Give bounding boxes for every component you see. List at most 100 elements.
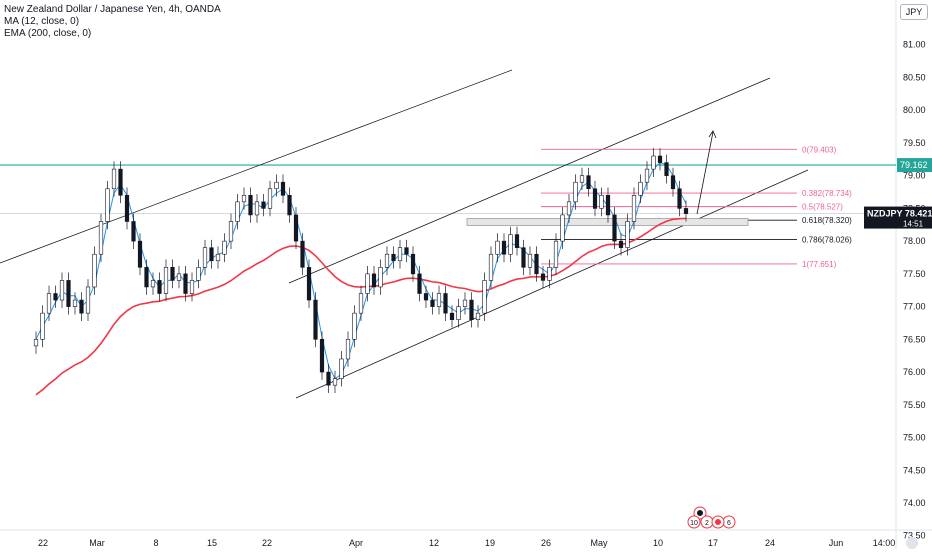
candle-body (241, 195, 247, 203)
candle-body (547, 267, 552, 281)
price-tick-label: 75.00 (903, 433, 926, 443)
candle-body (573, 181, 578, 203)
candle-body (332, 378, 338, 386)
price-tick-label: 76.50 (903, 334, 926, 344)
price-tick-label: 77.50 (903, 269, 926, 279)
fib-level-label: 0(79.403) (802, 145, 837, 154)
candle-body (59, 280, 65, 301)
candle-body (293, 214, 299, 242)
candle-body (131, 221, 136, 242)
candle-body (326, 371, 331, 386)
candle-body (267, 188, 273, 209)
candle-body (53, 293, 58, 301)
candle-body (599, 195, 604, 209)
candle-body (261, 201, 266, 209)
candle-body (150, 280, 156, 288)
candle-body (508, 234, 513, 255)
candle-body (527, 253, 533, 268)
candle-body (124, 195, 130, 222)
candle-body (72, 299, 78, 307)
candle-body (683, 208, 689, 214)
candle-body (631, 195, 637, 222)
time-tick-label: 17 (708, 538, 718, 548)
candle-body (664, 162, 669, 176)
candle-body (365, 273, 370, 294)
horizontal-level-value: 79.162 (900, 160, 928, 170)
candle-body (313, 299, 318, 340)
candle-body (215, 253, 221, 262)
price-tick-label: 78.00 (903, 236, 926, 246)
price-tick-label: 80.50 (903, 72, 926, 82)
candle-body (482, 280, 487, 314)
legend-title: New Zealand Dollar / Japanese Yen, 4h, O… (4, 4, 221, 15)
candle-body (111, 168, 117, 190)
legend-ema: EMA (200, close, 0) (4, 28, 92, 39)
candle-body (651, 155, 656, 170)
candle-body (384, 253, 390, 268)
candle-body (469, 299, 474, 320)
event-badge-count: 2 (705, 520, 709, 527)
candle-body (196, 267, 201, 281)
candle-body (33, 339, 39, 347)
time-tick-label: 19 (485, 538, 495, 548)
tradingview-logo-icon (906, 537, 918, 549)
channel2-upper-line (288, 77, 771, 284)
candle-body (443, 293, 448, 314)
time-tick-label: Apr (349, 538, 363, 548)
time-tick-label: Jun (829, 538, 844, 548)
candle-body (170, 267, 175, 281)
candle-body (417, 273, 422, 294)
current-price-label: NZDJPY 78.421 (867, 209, 932, 219)
candle-body (137, 240, 143, 268)
candle-body (176, 273, 182, 281)
candle-body (592, 188, 598, 209)
currency-badge[interactable]: JPY (900, 4, 928, 20)
candle-body (566, 201, 572, 216)
candle-body (625, 221, 630, 248)
price-tick-label: 74.00 (903, 498, 926, 508)
event-badge-count: 6 (727, 520, 731, 527)
candle-body (410, 253, 416, 275)
price-tick-label: 73.50 (903, 531, 926, 541)
candle-body (85, 286, 91, 314)
fib-level-label: 1(77.651) (802, 260, 837, 269)
candle-body (540, 273, 546, 281)
candle-body (300, 240, 305, 268)
candle-body (248, 195, 253, 216)
fib-level-label: 0.5(78.527) (802, 203, 843, 212)
candle-body (488, 253, 494, 281)
candle-body (514, 234, 520, 248)
fib-level-label: 0.786(78.026) (802, 235, 852, 244)
candle-body (222, 240, 227, 255)
candle-body (521, 247, 526, 268)
candle-body (670, 175, 676, 190)
time-tick-label: 26 (541, 538, 551, 548)
candle-body (287, 195, 292, 216)
candle-body (371, 273, 377, 288)
candle-body (657, 155, 663, 163)
projection-line (696, 131, 714, 215)
candle-body (274, 181, 279, 190)
candle-body (501, 240, 507, 255)
candle-body (397, 247, 403, 262)
candle-body (449, 312, 455, 320)
candle-body (495, 240, 500, 255)
candle-body (40, 312, 45, 340)
channel2-lower-line (295, 169, 809, 399)
candle-body (98, 221, 104, 255)
candle-body (202, 247, 208, 268)
candle-body (105, 188, 110, 222)
candle-body (209, 247, 214, 262)
price-tick-label: 74.50 (903, 465, 926, 475)
legend-ma: MA (12, close, 0) (4, 16, 80, 27)
event-flag-icon-dot (697, 510, 703, 516)
candle-body (553, 240, 559, 268)
candle-body (319, 339, 325, 373)
candle-body (618, 240, 624, 248)
candle-body (423, 293, 429, 301)
candle-body (456, 306, 461, 320)
candle-body (436, 293, 442, 307)
candle-body (254, 201, 260, 216)
